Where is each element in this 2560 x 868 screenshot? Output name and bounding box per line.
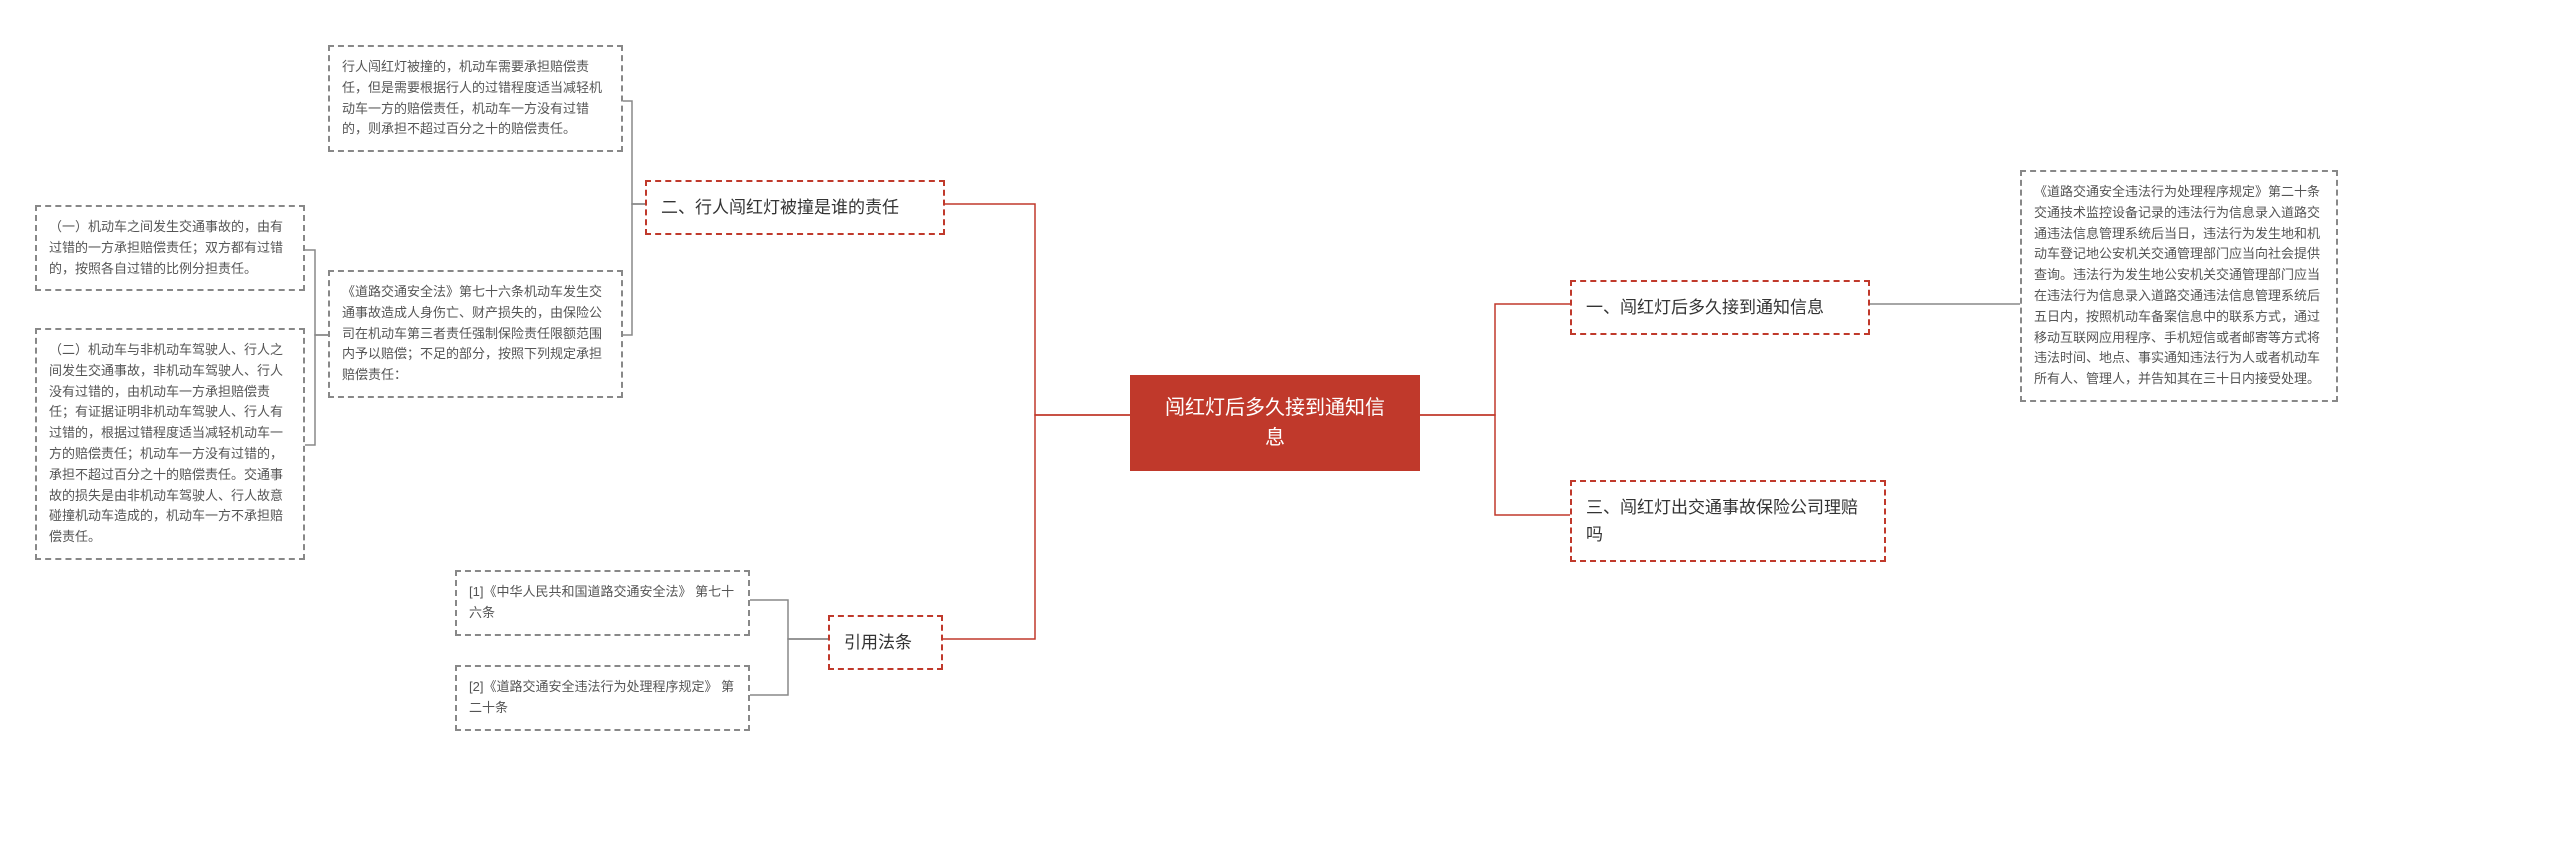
leaf-l2b2: （二）机动车与非机动车驾驶人、行人之间发生交通事故，非机动车驾驶人、行人没有过错… xyxy=(35,328,305,560)
branch-b2: 二、行人闯红灯被撞是谁的责任 xyxy=(645,180,945,235)
branch-b1: 一、闯红灯后多久接到通知信息 xyxy=(1570,280,1870,335)
connector xyxy=(750,639,828,695)
leaf-l4b: [2]《道路交通安全违法行为处理程序规定》 第二十条 xyxy=(455,665,750,731)
center-title-1: 闯红灯后多久接到通知信 xyxy=(1165,397,1385,419)
leaf-l2a: 行人闯红灯被撞的，机动车需要承担赔偿责任，但是需要根据行人的过错程度适当减轻机动… xyxy=(328,45,623,152)
leaf-l2b1: （一）机动车之间发生交通事故的，由有过错的一方承担赔偿责任；双方都有过错的，按照… xyxy=(35,205,305,291)
branch-b3: 三、闯红灯出交通事故保险公司理赔吗 xyxy=(1570,480,1886,562)
center-title-2: 息 xyxy=(1265,427,1285,449)
leaf-l1: 《道路交通安全违法行为处理程序规定》第二十条交通技术监控设备记录的违法行为信息录… xyxy=(2020,170,2338,402)
connector xyxy=(943,415,1130,639)
connector xyxy=(305,335,328,445)
connector xyxy=(305,250,328,335)
connector xyxy=(1420,304,1570,415)
connector xyxy=(623,204,645,335)
leaf-l2b: 《道路交通安全法》第七十六条机动车发生交通事故造成人身伤亡、财产损失的，由保险公… xyxy=(328,270,623,398)
center-node: 闯红灯后多久接到通知信 息 xyxy=(1130,375,1420,471)
connector xyxy=(750,600,828,639)
branch-b4: 引用法条 xyxy=(828,615,943,670)
connector xyxy=(1420,415,1570,515)
leaf-l4a: [1]《中华人民共和国道路交通安全法》 第七十六条 xyxy=(455,570,750,636)
connector xyxy=(623,101,645,204)
connector xyxy=(945,204,1130,415)
